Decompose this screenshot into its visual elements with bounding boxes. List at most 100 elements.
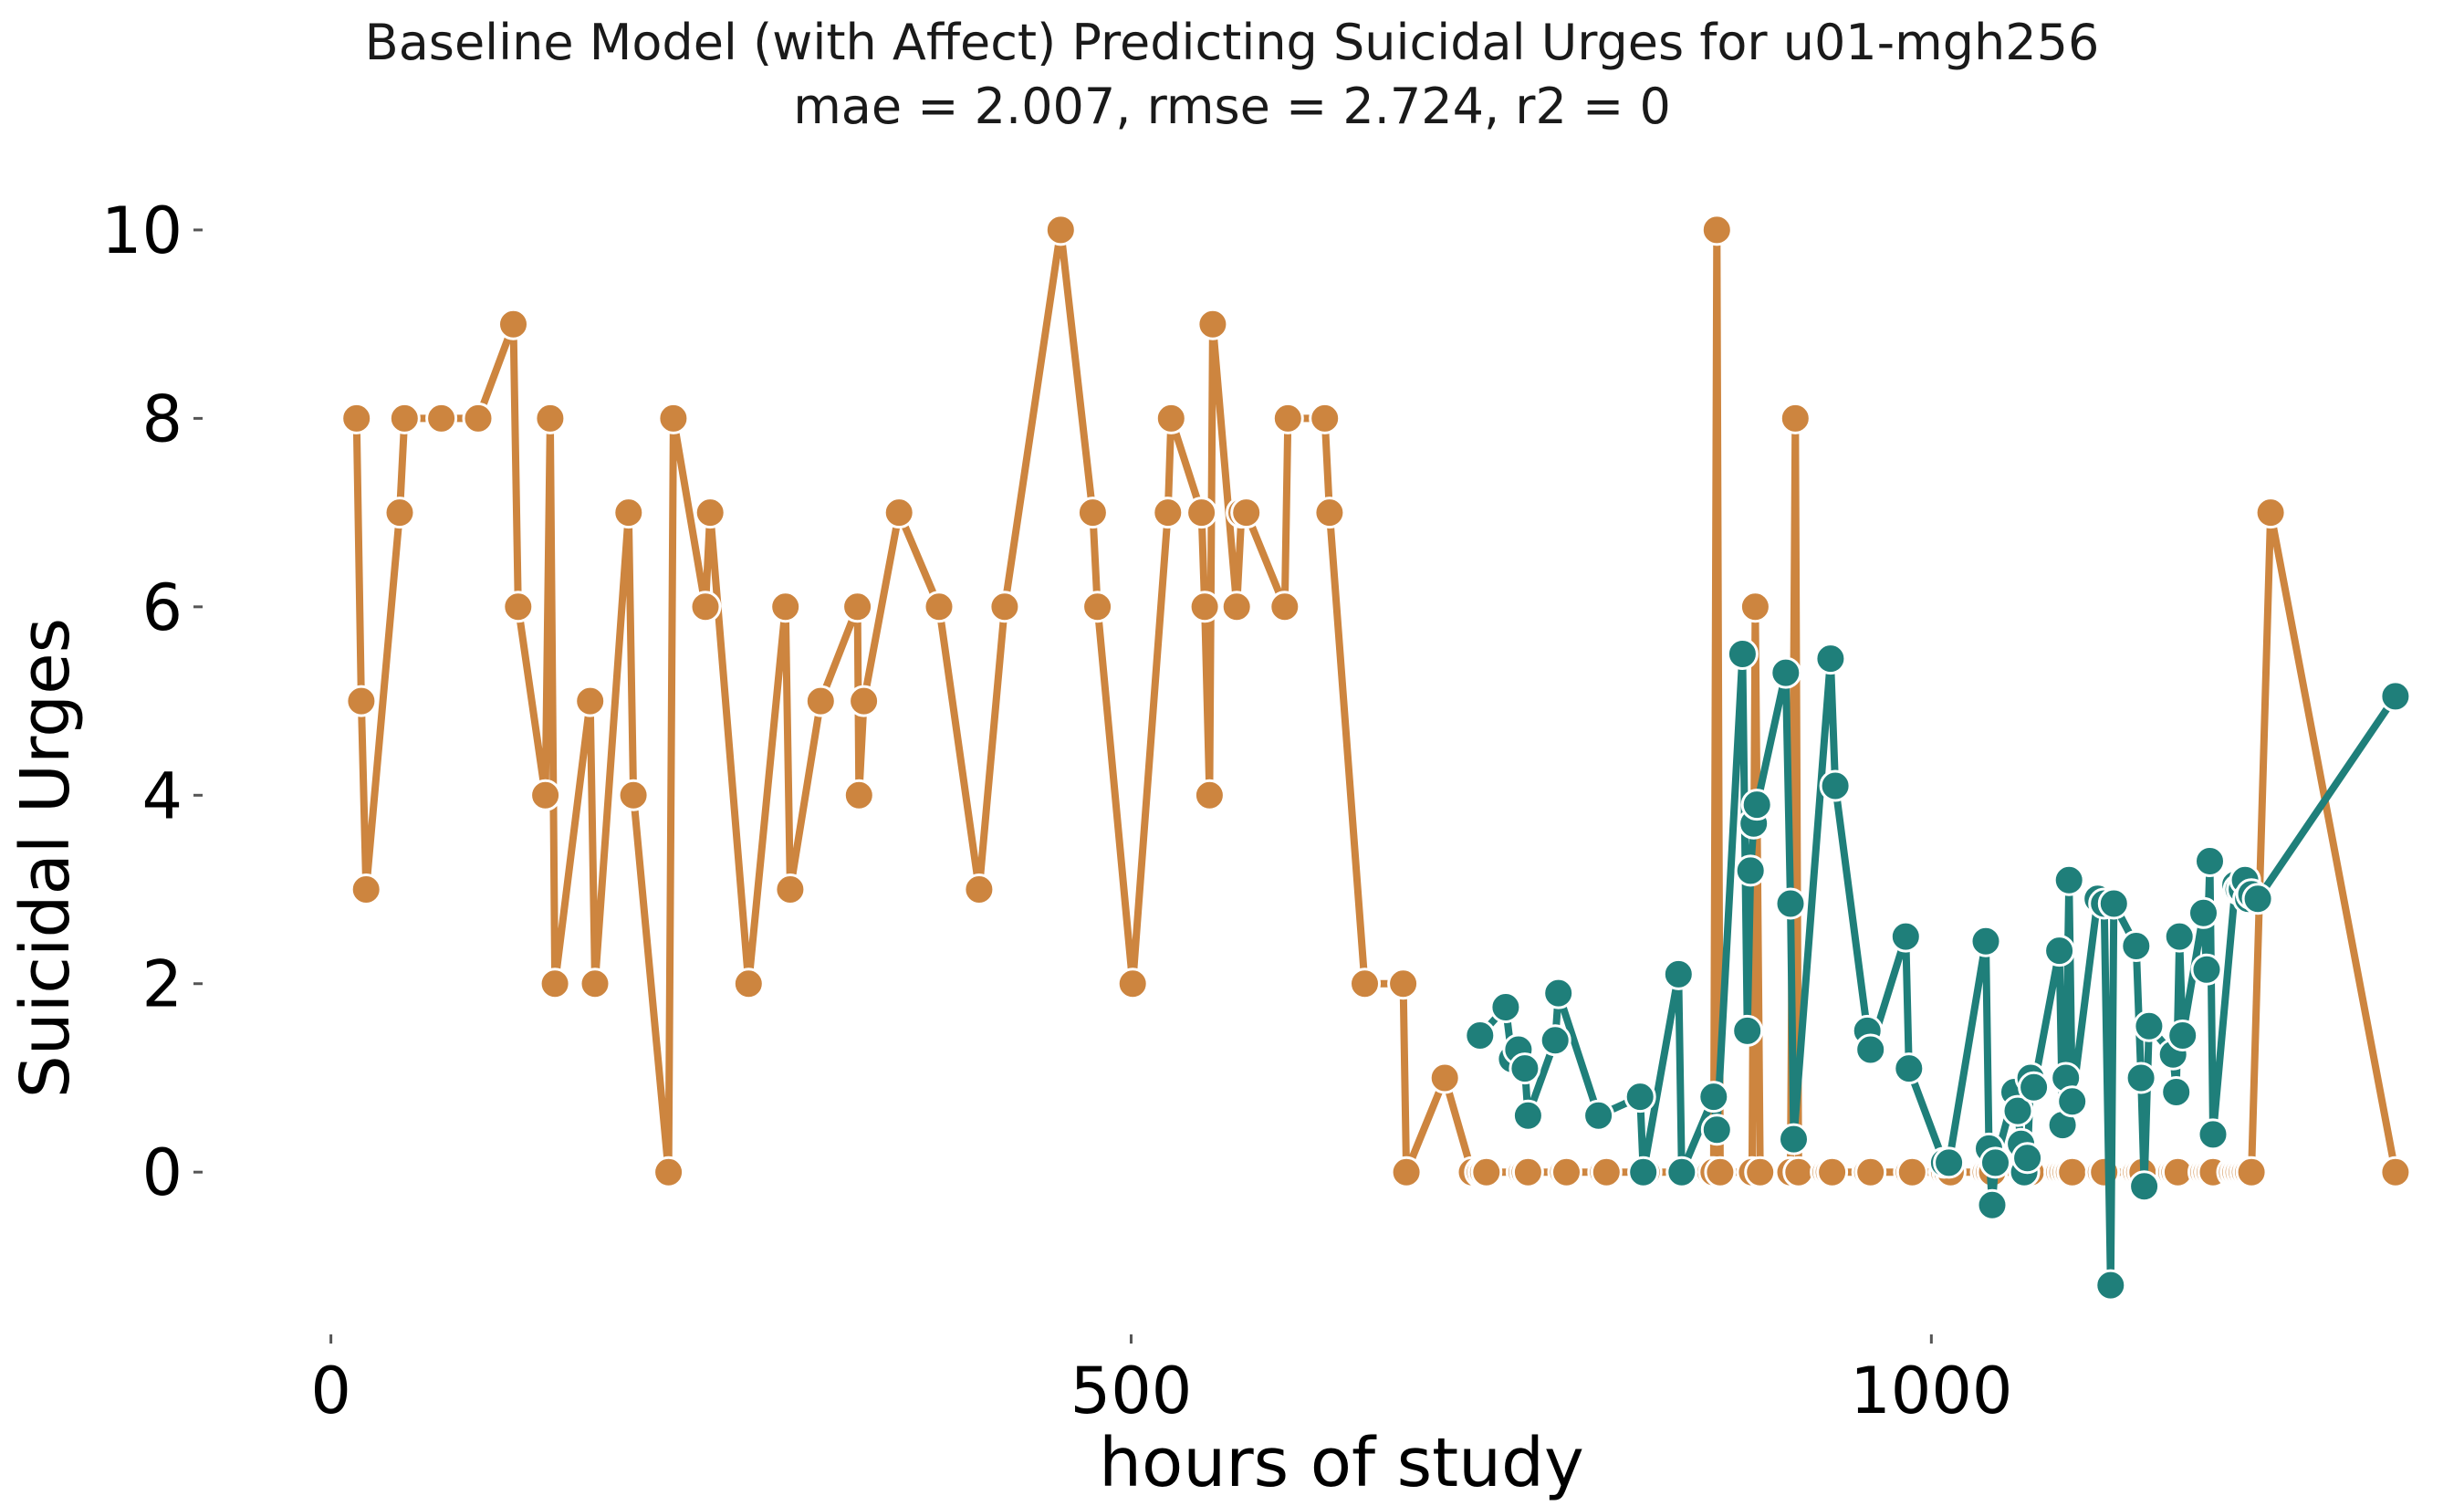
data-point [1511,1099,1544,1132]
data-point [1740,789,1773,821]
data-point [841,591,874,623]
data-point [923,591,955,623]
data-point [574,685,607,717]
data-point [2379,1156,2412,1188]
data-point [1819,769,1852,802]
data-point [2018,1071,2051,1103]
data-point [1044,214,1077,246]
data-point [1550,1156,1582,1188]
y-tick-label: 0 [141,1135,183,1210]
x-axis: 0 500 1000 [310,1334,2012,1428]
data-point [1624,1081,1656,1114]
data-point [462,402,495,434]
data-point [2120,930,2153,962]
data-point [1539,1024,1571,1057]
y-tick-label: 10 [101,193,183,268]
data-point [579,967,611,1000]
data-point [1116,967,1149,1000]
data-point [1933,1146,1966,1179]
data-point [1726,638,1759,670]
data-point [732,967,765,1000]
data-point [1428,1062,1461,1094]
data-point [2197,1118,2229,1151]
data-point [1889,920,1922,953]
data-point [340,402,373,434]
data-point [2125,1062,2157,1094]
data-point [882,497,915,529]
data-point [1387,967,1420,1000]
data-point [2194,845,2226,877]
data-point [1662,957,1695,990]
data-point [804,685,837,717]
data-point [963,873,996,905]
y-axis: 0 2 4 6 8 10 [101,193,203,1210]
data-point [2097,887,2130,920]
data-point [1814,643,1847,675]
data-point [534,402,567,434]
y-tick-label: 4 [141,758,183,833]
data-point [1489,991,1522,1023]
data-point [529,779,562,811]
data-point [988,591,1021,623]
data-point [1731,1014,1764,1047]
data-point [388,402,421,434]
data-point [2011,1142,2044,1175]
data-point [1738,591,1771,623]
data-point [1779,402,1811,434]
data-point [1154,402,1187,434]
data-point [653,1156,685,1188]
data-point [1697,1081,1730,1114]
data-point [2254,497,2287,529]
data-point [848,685,881,717]
data-point [1076,497,1109,529]
data-point [2133,1009,2166,1042]
data-point [2160,1076,2193,1108]
x-tick-label: 1000 [1850,1354,2012,1428]
data-point [1271,402,1304,434]
data-point [1185,497,1218,529]
data-point [1390,1156,1423,1188]
chart-title: Baseline Model (with Affect) Predicting … [365,14,2100,71]
data-point [2001,1094,2034,1127]
data-point [1976,1188,2009,1221]
data-point [538,967,571,1000]
data-point [1590,1156,1623,1188]
series-1 [1464,638,2412,1302]
data-point [425,402,458,434]
data-point [1193,779,1226,811]
data-point [774,873,807,905]
data-point [1309,402,1342,434]
x-axis-label: hours of study [1099,1424,1584,1502]
data-point [1188,591,1221,623]
data-point [383,497,416,529]
data-point [502,591,535,623]
data-point [1511,1156,1544,1188]
data-point [2056,1085,2089,1118]
data-point [1349,967,1381,1000]
series-0 [340,214,2412,1188]
plot-area [340,214,2412,1302]
data-point [1196,308,1229,340]
data-point [1893,1052,1926,1085]
y-tick-label: 2 [141,947,183,1022]
data-point [1969,925,2002,957]
data-point [2190,953,2223,986]
data-point [1081,591,1114,623]
x-tick-label: 500 [1070,1354,1193,1428]
data-point [497,308,529,340]
data-point [694,497,726,529]
chart-subtitle: mae = 2.007, rmse = 2.724, r2 = 0 [793,78,1671,135]
data-point [617,779,650,811]
data-point [2052,863,2085,896]
data-point [2128,1170,2161,1203]
data-point [1700,1114,1733,1146]
data-point [1665,1156,1698,1188]
data-point [842,779,875,811]
data-point [1704,1156,1737,1188]
data-point [769,591,802,623]
data-point [1774,887,1807,920]
data-point [2163,920,2196,953]
y-tick-label: 8 [141,382,183,456]
data-point [1627,1156,1660,1188]
